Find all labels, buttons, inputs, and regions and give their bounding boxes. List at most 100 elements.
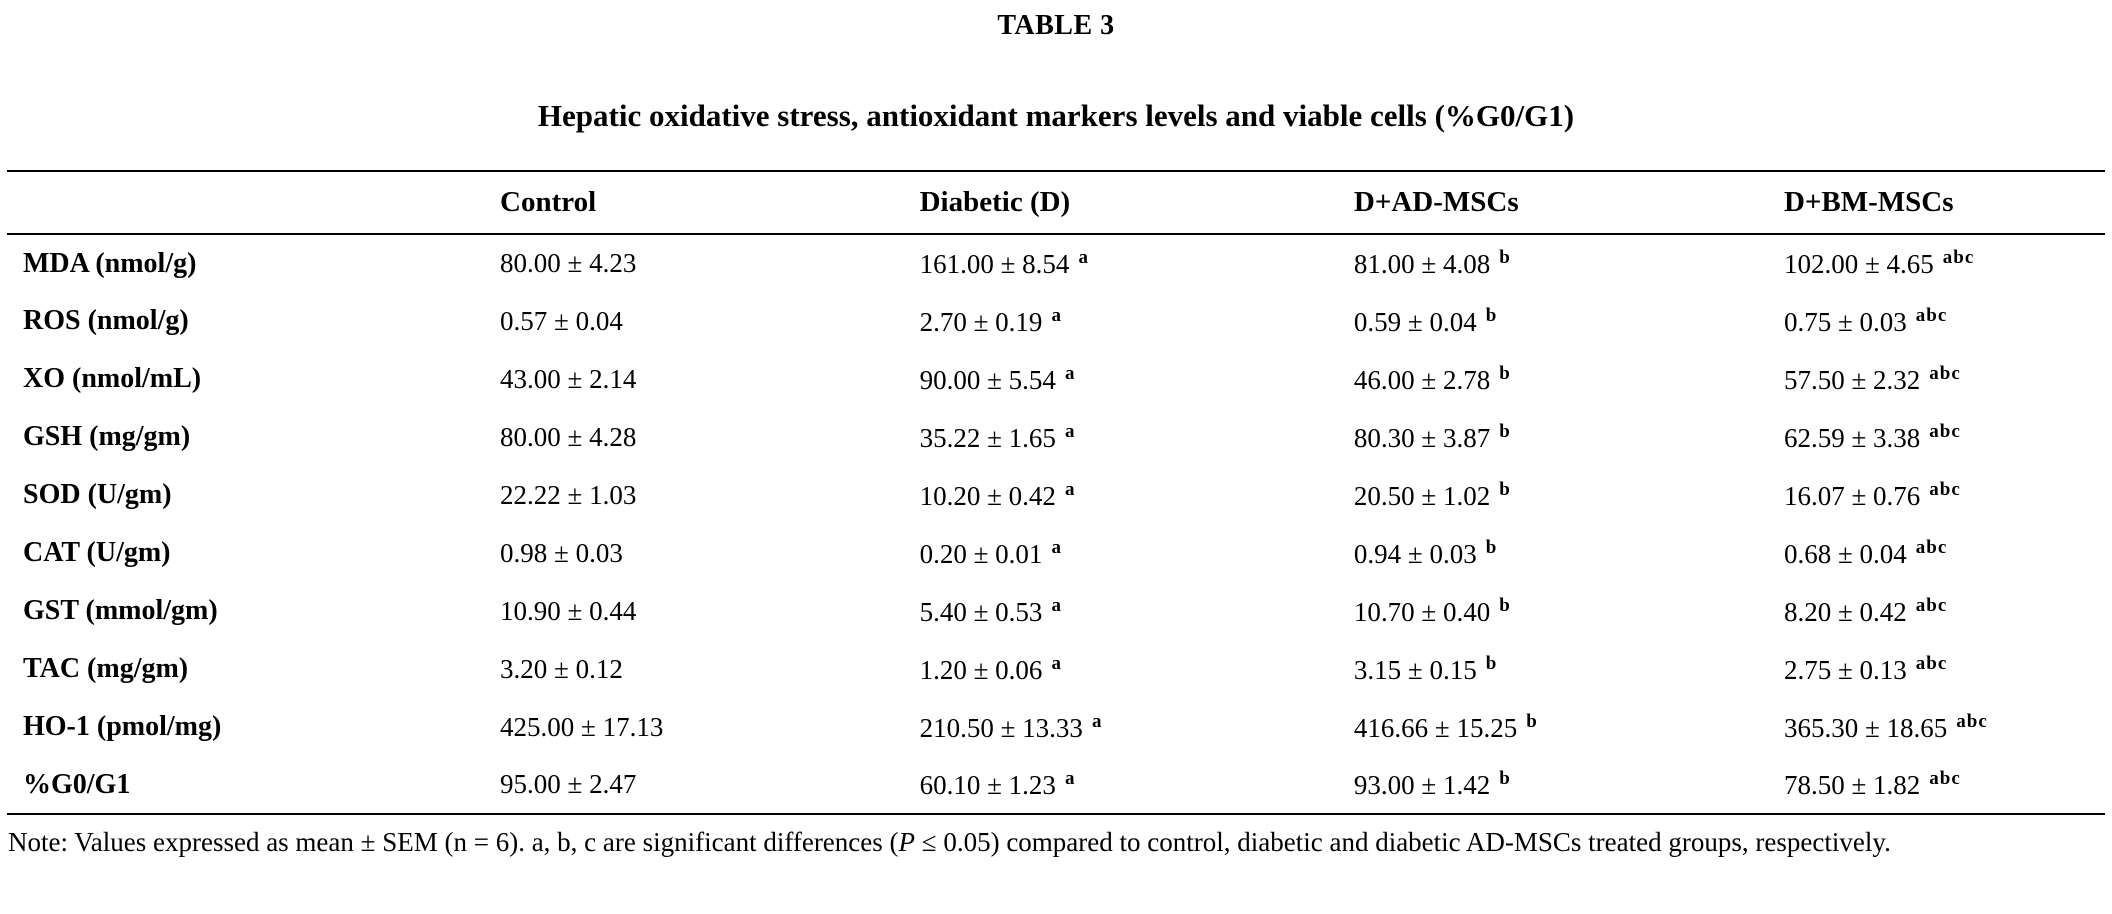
header-diabetic: Diabetic (D) bbox=[919, 186, 1071, 218]
row-label: SOD (U/gm) bbox=[23, 479, 172, 510]
cell-value: 46.00 ± 2.78 bbox=[1353, 364, 1491, 395]
cell-value: 416.66 ± 15.25 bbox=[1353, 712, 1518, 743]
significance-marker: b bbox=[1499, 768, 1511, 789]
note-text-start: Note: Values expressed as mean ± SEM (n … bbox=[8, 827, 899, 857]
cell-value: 62.59 ± 3.38 bbox=[1783, 422, 1921, 453]
cell-control: 3.20 ± 0.12 bbox=[500, 640, 920, 698]
cell-value: 10.20 ± 0.42 bbox=[919, 480, 1056, 511]
cell-diabetic: 10.20 ± 0.42 a bbox=[920, 466, 1354, 524]
cell-control: 22.22 ± 1.03 bbox=[500, 466, 920, 524]
cell-value: 5.40 ± 0.53 bbox=[919, 596, 1043, 627]
cell-diabetic: 5.40 ± 0.53 a bbox=[920, 582, 1354, 640]
cell-value: 57.50 ± 2.32 bbox=[1783, 364, 1921, 395]
cell-ad-mscs: 80.30 ± 3.87 b bbox=[1354, 408, 1784, 466]
row-label: GST (mmol/gm) bbox=[23, 595, 218, 626]
significance-marker: a bbox=[1078, 247, 1089, 268]
table-row: SOD (U/gm) 22.22 ± 1.03 10.20 ± 0.42 a 20… bbox=[7, 466, 2105, 524]
significance-marker: a bbox=[1064, 362, 1076, 384]
significance-marker: abc bbox=[1942, 247, 1975, 268]
cell-diabetic: 1.20 ± 0.06 a bbox=[920, 640, 1354, 698]
significance-marker: abc bbox=[1915, 652, 1948, 674]
row-label: HO-1 (pmol/mg) bbox=[23, 711, 222, 742]
table-row: ROS (nmol/g) 0.57 ± 0.04 2.70 ± 0.19 a 0.… bbox=[7, 292, 2105, 350]
cell-value: 102.00 ± 4.65 bbox=[1783, 249, 1934, 279]
cell-control: 10.90 ± 0.44 bbox=[500, 582, 920, 640]
significance-marker: a bbox=[1064, 768, 1076, 789]
significance-marker: b bbox=[1499, 478, 1511, 500]
paper-table-page: TABLE 3 Hepatic oxidative stress, antiox… bbox=[7, 10, 2105, 857]
significance-marker: b bbox=[1499, 247, 1511, 268]
cell-value: 0.94 ± 0.03 bbox=[1353, 538, 1477, 569]
cell-value: 90.00 ± 5.54 bbox=[919, 364, 1056, 395]
significance-marker: b bbox=[1499, 362, 1511, 384]
cell-ad-mscs: 20.50 ± 1.02 b bbox=[1354, 466, 1784, 524]
cell-value: 95.00 ± 2.47 bbox=[500, 769, 637, 799]
significance-marker: a bbox=[1051, 594, 1062, 616]
significance-marker: b bbox=[1485, 536, 1498, 558]
cell-value: 0.57 ± 0.04 bbox=[500, 305, 623, 336]
cell-value: 425.00 ± 17.13 bbox=[500, 711, 664, 742]
header-empty bbox=[7, 171, 500, 234]
cell-value: 365.30 ± 18.65 bbox=[1783, 712, 1948, 743]
cell-ad-mscs: 93.00 ± 1.42 b bbox=[1354, 756, 1784, 814]
cell-value: 0.98 ± 0.03 bbox=[500, 537, 623, 568]
note-text-end: ≤ 0.05) compared to control, diabetic an… bbox=[915, 827, 1891, 857]
cell-control: 95.00 ± 2.47 bbox=[500, 756, 920, 814]
note-p-symbol: P bbox=[898, 827, 916, 857]
significance-marker: a bbox=[1051, 536, 1062, 558]
significance-marker: b bbox=[1499, 420, 1511, 442]
row-label: TAC (mg/gm) bbox=[23, 653, 189, 684]
table-row: XO (nmol/mL) 43.00 ± 2.14 90.00 ± 5.54 a … bbox=[7, 350, 2105, 408]
cell-bm-mscs: 62.59 ± 3.38 abc bbox=[1784, 408, 2105, 466]
cell-value: 80.00 ± 4.23 bbox=[500, 248, 637, 278]
cell-ad-mscs: 10.70 ± 0.40 b bbox=[1354, 582, 1784, 640]
significance-marker: b bbox=[1499, 594, 1511, 616]
row-label: CAT (U/gm) bbox=[23, 537, 171, 568]
table-row: GSH (mg/gm) 80.00 ± 4.28 35.22 ± 1.65 a 8… bbox=[7, 408, 2105, 466]
header-control: Control bbox=[500, 186, 597, 218]
cell-control: 43.00 ± 2.14 bbox=[500, 350, 920, 408]
cell-ad-mscs: 81.00 ± 4.08 b bbox=[1354, 234, 1784, 292]
cell-value: 161.00 ± 8.54 bbox=[919, 249, 1070, 279]
cell-value: 0.59 ± 0.04 bbox=[1353, 306, 1477, 337]
cell-ad-mscs: 3.15 ± 0.15 b bbox=[1354, 640, 1784, 698]
cell-value: 22.22 ± 1.03 bbox=[500, 479, 637, 510]
cell-diabetic: 0.20 ± 0.01 a bbox=[920, 524, 1354, 582]
cell-bm-mscs: 2.75 ± 0.13 abc bbox=[1784, 640, 2105, 698]
significance-marker: a bbox=[1051, 304, 1062, 326]
cell-ad-mscs: 416.66 ± 15.25 b bbox=[1354, 698, 1784, 756]
significance-marker: a bbox=[1064, 420, 1076, 442]
cell-bm-mscs: 0.68 ± 0.04 abc bbox=[1784, 524, 2105, 582]
cell-value: 1.20 ± 0.06 bbox=[919, 654, 1043, 685]
cell-control: 425.00 ± 17.13 bbox=[500, 698, 920, 756]
cell-value: 2.70 ± 0.19 bbox=[919, 306, 1043, 337]
significance-marker: abc bbox=[1929, 420, 1961, 442]
header-ad-mscs: D+AD-MSCs bbox=[1353, 186, 1519, 218]
significance-marker: abc bbox=[1915, 304, 1948, 326]
cell-value: 8.20 ± 0.42 bbox=[1783, 596, 1907, 627]
table-row: CAT (U/gm) 0.98 ± 0.03 0.20 ± 0.01 a 0.94… bbox=[7, 524, 2105, 582]
table-row: HO-1 (pmol/mg) 425.00 ± 17.13 210.50 ± 1… bbox=[7, 698, 2105, 756]
header-row: Control Diabetic (D) D+AD-MSCs D+BM-MSCs bbox=[7, 171, 2105, 234]
significance-marker: abc bbox=[1929, 362, 1961, 384]
cell-value: 0.20 ± 0.01 bbox=[919, 538, 1043, 569]
cell-bm-mscs: 16.07 ± 0.76 abc bbox=[1784, 466, 2105, 524]
table-number: TABLE 3 bbox=[997, 10, 1115, 41]
cell-diabetic: 161.00 ± 8.54 a bbox=[920, 234, 1354, 292]
cell-value: 78.50 ± 1.82 bbox=[1783, 770, 1921, 800]
row-label: MDA (nmol/g) bbox=[23, 247, 197, 279]
cell-ad-mscs: 46.00 ± 2.78 b bbox=[1354, 350, 1784, 408]
cell-value: 35.22 ± 1.65 bbox=[919, 422, 1056, 453]
cell-diabetic: 2.70 ± 0.19 a bbox=[920, 292, 1354, 350]
row-label: ROS (nmol/g) bbox=[23, 305, 189, 336]
cell-value: 10.90 ± 0.44 bbox=[500, 595, 637, 626]
significance-marker: abc bbox=[1915, 536, 1948, 558]
cell-value: 0.68 ± 0.04 bbox=[1783, 538, 1907, 569]
significance-marker: b bbox=[1485, 652, 1498, 674]
cell-ad-mscs: 0.94 ± 0.03 b bbox=[1354, 524, 1784, 582]
cell-diabetic: 60.10 ± 1.23 a bbox=[920, 756, 1354, 814]
cell-value: 3.20 ± 0.12 bbox=[500, 653, 623, 684]
row-label: GSH (mg/gm) bbox=[23, 421, 191, 452]
cell-value: 20.50 ± 1.02 bbox=[1353, 480, 1491, 511]
table-title: Hepatic oxidative stress, antioxidant ma… bbox=[537, 98, 1575, 133]
